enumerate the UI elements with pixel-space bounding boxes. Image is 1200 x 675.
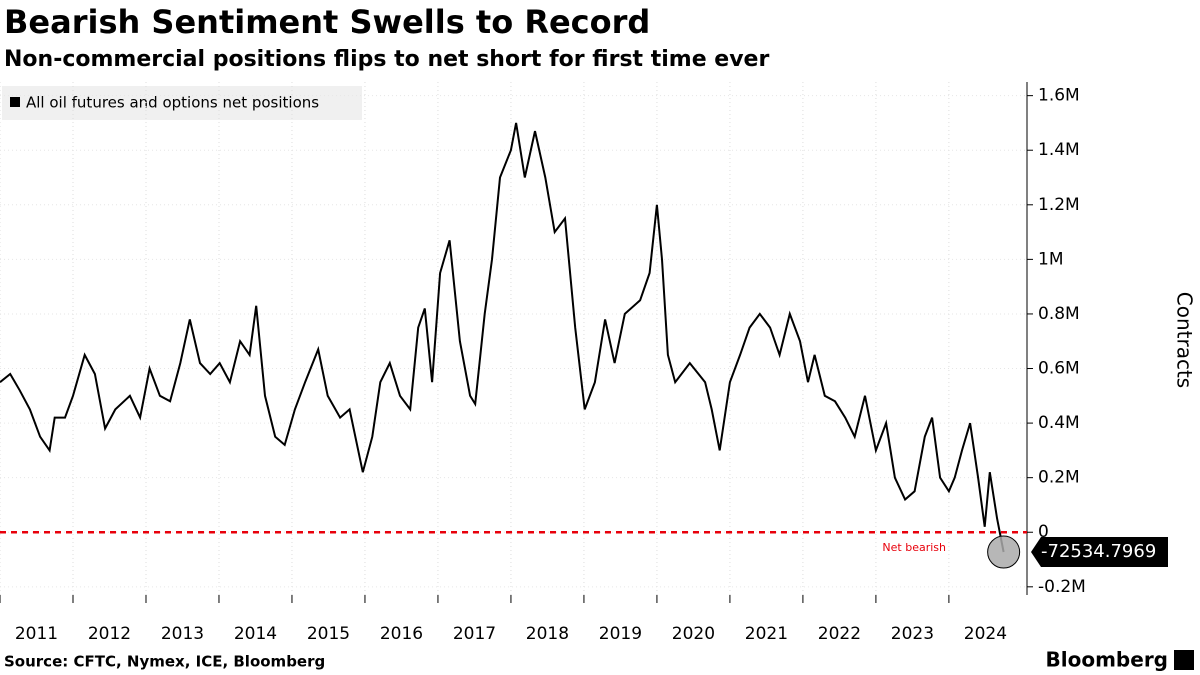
source: Source: CFTC, Nymex, ICE, Bloomberg (4, 653, 325, 671)
y-tick-label: 0.8M (1038, 304, 1080, 324)
value-label: -72534.7969 (1041, 541, 1156, 562)
x-tick-label: 2017 (453, 624, 496, 644)
x-tick-label: 2011 (15, 624, 58, 644)
x-tick-label: 2024 (964, 624, 1007, 644)
chart-title: Bearish Sentiment Swells to Record (4, 3, 650, 41)
reference-label: Net bearish (882, 541, 946, 554)
y-tick-label: -0.2M (1038, 577, 1086, 597)
chart-subtitle: Non-commercial positions flips to net sh… (4, 47, 769, 72)
y-tick-label: 1.6M (1038, 86, 1080, 106)
last-point (987, 535, 1021, 569)
x-tick-label: 2015 (307, 624, 350, 644)
legend-swatch (10, 97, 20, 107)
x-tick-label: 2012 (88, 624, 131, 644)
y-tick-label: 0.2M (1038, 468, 1080, 488)
x-tick-label: 2023 (891, 624, 934, 644)
x-tick-label: 2018 (526, 624, 569, 644)
x-tick-label: 2022 (818, 624, 861, 644)
brand: Bloomberg (1046, 648, 1168, 672)
value-callout (1031, 537, 1168, 568)
y-tick-label: 1.2M (1038, 195, 1080, 215)
y-tick-label: 1.4M (1038, 140, 1080, 160)
y-tick-label: 0.4M (1038, 413, 1080, 433)
x-tick-label: 2021 (745, 624, 788, 644)
data-line (0, 122, 1005, 553)
legend-label: All oil futures and options net position… (26, 94, 319, 112)
x-tick-label: 2013 (161, 624, 204, 644)
y-axis-label: Contracts (1173, 292, 1197, 388)
y-tick-label: 0.6M (1038, 359, 1080, 379)
x-tick-label: 2016 (380, 624, 423, 644)
x-tick-label: 2014 (234, 624, 277, 644)
y-tick-label: 1M (1038, 249, 1063, 269)
legend-box (2, 86, 362, 120)
brand-icon (1174, 650, 1194, 670)
y-tick-label: 0 (1038, 522, 1049, 542)
x-tick-label: 2020 (672, 624, 715, 644)
x-tick-label: 2019 (599, 624, 642, 644)
